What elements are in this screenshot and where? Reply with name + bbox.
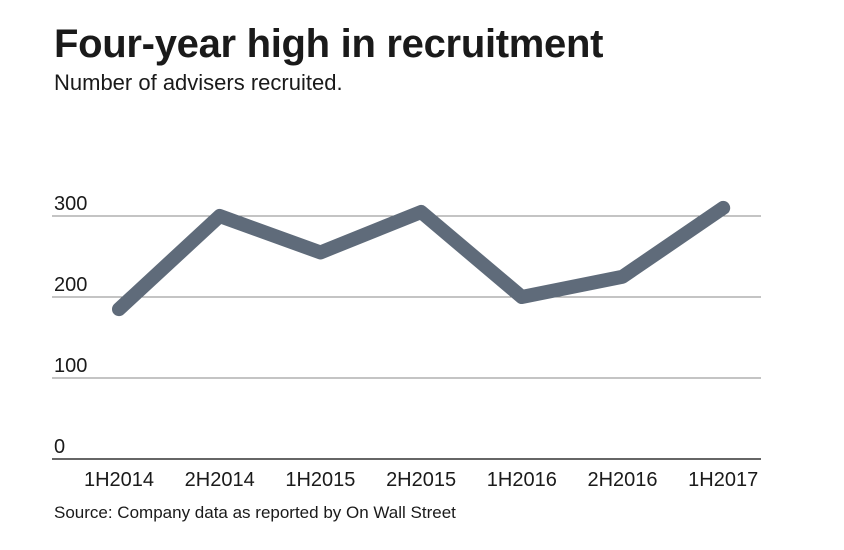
chart-title: Four-year high in recruitment	[54, 22, 604, 66]
y-tick-label: 200	[54, 274, 87, 296]
x-tick-label: 2H2015	[386, 469, 456, 491]
x-tick-label: 1H2015	[285, 469, 355, 491]
y-tick-label: 100	[54, 355, 87, 377]
y-tick-label: 0	[54, 436, 65, 458]
y-axis-ticks: 0 100 200 300	[54, 193, 87, 458]
y-tick-label: 300	[54, 193, 87, 215]
data-point	[319, 251, 321, 253]
series-layer	[112, 200, 731, 317]
data-point	[521, 296, 523, 298]
data-point	[622, 276, 623, 278]
x-tick-label: 1H2014	[84, 469, 154, 491]
x-axis-ticks: 1H2014 2H2014 1H2015 2H2015 1H2016 2H2016 1H20…	[84, 469, 758, 491]
x-tick-label: 1H2017	[688, 469, 758, 491]
x-tick-label: 2H2014	[185, 469, 255, 491]
data-point	[118, 308, 120, 310]
source-note: Source: Company data as reported by On W…	[54, 503, 456, 522]
series-line	[112, 200, 731, 317]
data-point	[420, 211, 422, 213]
x-tick-label: 2H2016	[587, 469, 657, 491]
x-tick-label: 1H2016	[487, 469, 557, 491]
chart-subtitle: Number of advisers recruited.	[54, 70, 343, 95]
data-point	[722, 207, 724, 209]
data-point	[219, 215, 221, 217]
